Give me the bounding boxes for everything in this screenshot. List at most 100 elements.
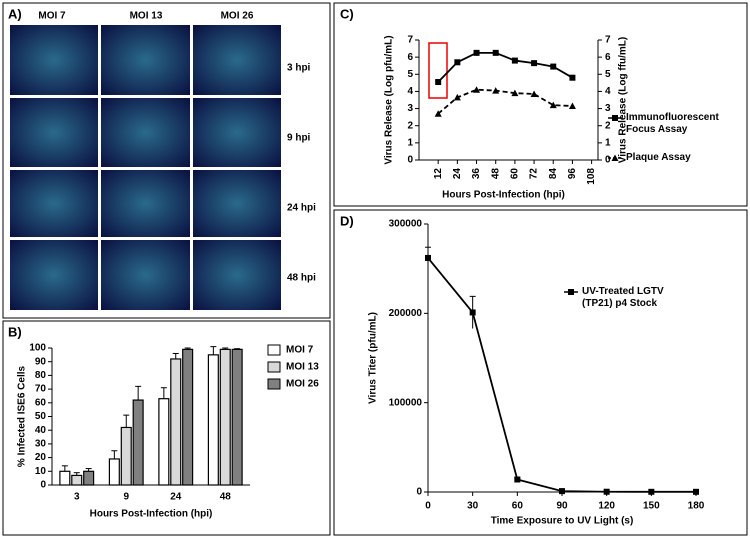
y-tick-label: 300000 bbox=[389, 219, 423, 230]
x-tick-label: 108 bbox=[586, 168, 597, 185]
y-tick-label: 3 bbox=[407, 103, 413, 114]
y-tick-label: 0 bbox=[40, 480, 46, 491]
y2-tick-label: 3 bbox=[605, 103, 611, 114]
marker bbox=[603, 488, 610, 495]
y-tick-label: 100 bbox=[29, 343, 46, 354]
marker bbox=[693, 488, 699, 495]
legend-swatch bbox=[267, 378, 281, 390]
x-tick-label: 180 bbox=[688, 501, 705, 512]
y-tick-label: 100000 bbox=[389, 397, 423, 408]
x-tick-label: 0 bbox=[425, 501, 431, 512]
row-label: 3 hpi bbox=[287, 63, 311, 74]
marker bbox=[648, 488, 655, 495]
marker bbox=[559, 488, 565, 495]
y-tick-label: 30 bbox=[35, 439, 47, 450]
y-tick-label: 7 bbox=[407, 35, 413, 46]
y2-axis-label: Virus Release (Log ffu/mL) bbox=[618, 37, 629, 164]
legend-label: MOI 13 bbox=[286, 362, 319, 373]
marker bbox=[514, 476, 521, 483]
bar bbox=[108, 458, 120, 486]
x-tick-label: 9 bbox=[123, 492, 129, 503]
y2-tick-label: 2 bbox=[605, 120, 611, 131]
panel-frame bbox=[333, 209, 748, 536]
x-tick-label: 48 bbox=[490, 168, 501, 180]
x-axis-label: Hours Post-Infection (hpi) bbox=[90, 509, 213, 520]
column-label: MOI 13 bbox=[130, 11, 163, 22]
y-tick-label: 40 bbox=[35, 425, 47, 436]
legend-marker bbox=[611, 154, 619, 161]
bar bbox=[170, 358, 182, 486]
y-tick-label: 10 bbox=[35, 466, 47, 477]
marker bbox=[569, 74, 576, 81]
bar bbox=[71, 474, 83, 486]
line bbox=[437, 51, 573, 83]
marker bbox=[492, 87, 500, 94]
bar bbox=[231, 348, 243, 486]
legend-label: MOI 26 bbox=[286, 379, 319, 390]
y-tick-label: 60 bbox=[35, 397, 47, 408]
x-tick-label: 24 bbox=[170, 492, 182, 503]
marker bbox=[435, 79, 442, 85]
y-tick-label: 2 bbox=[407, 120, 413, 131]
y-tick-label: 0 bbox=[416, 487, 422, 498]
x-tick-label: 24 bbox=[452, 168, 463, 180]
marker bbox=[550, 63, 557, 70]
y-tick-label: 5 bbox=[407, 69, 413, 80]
row-label: 48 hpi bbox=[287, 273, 316, 284]
legend-swatch bbox=[267, 344, 281, 356]
marker bbox=[530, 90, 538, 97]
panel-label: B) bbox=[8, 324, 22, 339]
x-tick-label: 12 bbox=[433, 168, 444, 180]
x-tick-label: 48 bbox=[220, 492, 232, 503]
marker bbox=[469, 309, 476, 316]
x-tick-label: 60 bbox=[512, 501, 524, 512]
x-tick-label: 150 bbox=[643, 501, 660, 512]
legend-marker bbox=[568, 289, 574, 295]
marker bbox=[492, 49, 499, 56]
micrograph-grid bbox=[10, 25, 281, 310]
column-label: MOI 7 bbox=[38, 11, 66, 22]
legend-label: Immunofluorescent Focus Assay bbox=[626, 112, 719, 135]
panel-frame bbox=[2, 320, 331, 536]
marker bbox=[454, 59, 461, 66]
highlight-box bbox=[428, 42, 448, 99]
panel-frame bbox=[2, 2, 331, 319]
x-tick-label: 90 bbox=[556, 501, 568, 512]
x-axis-label: Time Exposure to UV Light (s) bbox=[491, 516, 634, 527]
row-label: 24 hpi bbox=[287, 203, 316, 214]
marker bbox=[549, 101, 557, 109]
column-label: MOI 26 bbox=[221, 11, 254, 22]
y2-tick-label: 6 bbox=[605, 52, 611, 63]
marker bbox=[511, 57, 518, 64]
x-tick-label: 72 bbox=[529, 168, 540, 180]
marker bbox=[453, 93, 461, 101]
legend-label: UV-Treated LGTV (TP21) p4 Stock bbox=[582, 286, 664, 309]
y-tick-label: 80 bbox=[35, 370, 47, 381]
y-axis-label: % Infected ISE6 Cells bbox=[17, 365, 28, 467]
x-tick-label: 36 bbox=[471, 168, 482, 180]
y2-tick-label: 5 bbox=[605, 69, 611, 80]
y-tick-label: 6 bbox=[407, 52, 413, 63]
y-tick-label: 0 bbox=[407, 155, 413, 166]
y-axis-label: Virus Titer (pfu/mL) bbox=[368, 312, 379, 404]
y-tick-label: 4 bbox=[407, 86, 413, 97]
panel-label: A) bbox=[8, 6, 22, 21]
y-tick-label: 1 bbox=[407, 137, 413, 148]
y-tick-label: 200000 bbox=[389, 308, 423, 319]
x-tick-label: 120 bbox=[598, 501, 615, 512]
marker bbox=[531, 60, 538, 67]
bar bbox=[158, 398, 170, 486]
bar bbox=[182, 348, 194, 486]
bar bbox=[207, 354, 219, 486]
marker bbox=[568, 102, 576, 109]
bar bbox=[132, 399, 144, 486]
marker bbox=[473, 86, 481, 93]
y-tick-label: 90 bbox=[35, 356, 47, 367]
y-tick-label: 70 bbox=[35, 384, 47, 395]
bar bbox=[59, 470, 71, 486]
y-tick-label: 20 bbox=[35, 452, 47, 463]
panel-label: C) bbox=[340, 6, 354, 21]
y-tick-label: 50 bbox=[35, 411, 47, 422]
